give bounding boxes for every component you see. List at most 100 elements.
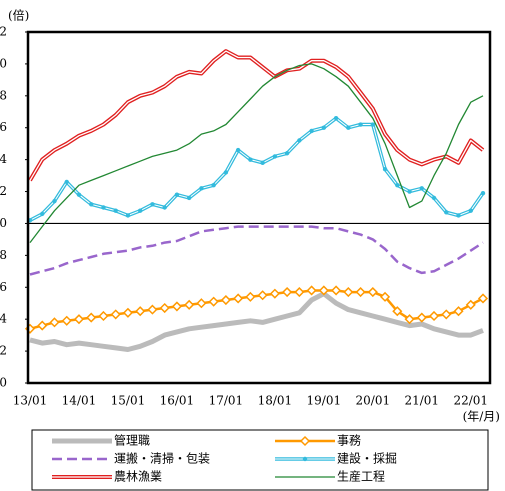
point xyxy=(318,285,329,296)
y-tick-label: 0.8 xyxy=(0,248,7,262)
point xyxy=(40,211,45,217)
point xyxy=(480,190,486,196)
x-tick-label: 22/01 xyxy=(453,394,488,408)
point xyxy=(367,286,378,298)
point xyxy=(272,154,278,159)
x-tick-label: 18/01 xyxy=(258,394,293,408)
point xyxy=(110,309,121,320)
point xyxy=(456,213,461,218)
y-tick-label: 1.0 xyxy=(0,216,7,230)
line-inner xyxy=(29,50,484,181)
x-tick-label: 17/01 xyxy=(209,394,244,408)
point xyxy=(444,210,449,215)
point xyxy=(135,306,146,317)
point xyxy=(331,285,342,296)
point xyxy=(186,195,192,201)
point xyxy=(395,182,400,188)
x-unit: (年/月) xyxy=(463,410,500,424)
point xyxy=(428,310,440,322)
point xyxy=(76,192,82,197)
point xyxy=(49,317,60,328)
point xyxy=(37,320,48,331)
point xyxy=(306,285,317,296)
point xyxy=(407,189,412,194)
legend-marker xyxy=(299,435,311,447)
y-tick-label: 0.4 xyxy=(0,312,7,326)
point xyxy=(245,291,256,302)
point xyxy=(382,167,388,172)
point xyxy=(392,306,403,317)
point xyxy=(159,302,170,314)
point xyxy=(358,122,363,127)
line xyxy=(29,291,484,352)
legend-label: 管理職 xyxy=(114,433,150,448)
x-tick-label: 16/01 xyxy=(160,394,195,408)
point xyxy=(431,195,437,201)
point xyxy=(184,299,195,310)
y-tick-label: 1.2 xyxy=(0,184,7,198)
point xyxy=(64,179,69,185)
point xyxy=(233,293,244,304)
legend-marker xyxy=(302,456,308,462)
y-unit: (倍) xyxy=(8,8,29,23)
point xyxy=(260,160,265,166)
x-tick-label: 19/01 xyxy=(307,394,342,408)
legend-label: 運搬・清掃・包装 xyxy=(114,451,210,466)
point xyxy=(441,309,452,320)
point xyxy=(269,288,280,299)
legend-label: 事務 xyxy=(337,434,361,448)
x-tick-label: 15/01 xyxy=(111,394,146,408)
point xyxy=(309,128,314,134)
point xyxy=(321,125,327,130)
point xyxy=(52,198,57,204)
point xyxy=(125,213,131,218)
point xyxy=(101,205,106,210)
point xyxy=(89,202,94,207)
x-tick-label: 13/01 xyxy=(13,394,48,408)
point xyxy=(477,293,489,304)
point xyxy=(147,304,158,315)
y-tick-label: 2.0 xyxy=(0,56,7,70)
legend-label: 生産工程 xyxy=(337,469,385,484)
point xyxy=(73,314,85,325)
point xyxy=(355,286,366,298)
point xyxy=(346,125,351,130)
point xyxy=(465,299,476,310)
point xyxy=(174,192,180,197)
line xyxy=(29,225,484,276)
point xyxy=(208,296,219,307)
point xyxy=(248,157,253,162)
x-tick-label: 14/01 xyxy=(62,394,97,408)
point xyxy=(220,294,231,306)
point xyxy=(196,298,207,309)
y-tick-label: 2.2 xyxy=(0,25,7,39)
x-tick-label: 20/01 xyxy=(356,394,391,408)
point xyxy=(343,286,354,298)
point xyxy=(453,306,464,317)
point xyxy=(171,301,182,312)
point xyxy=(294,286,305,298)
y-tick-label: 1.4 xyxy=(0,152,7,166)
point xyxy=(137,208,143,213)
y-tick-label: 0.0 xyxy=(0,376,7,390)
y-tick-label: 1.8 xyxy=(0,88,7,102)
line xyxy=(29,63,484,243)
point xyxy=(122,307,134,318)
y-tick-label: 0.6 xyxy=(0,280,7,294)
point xyxy=(282,286,293,298)
y-tick-label: 0.2 xyxy=(0,344,7,358)
y-tick-label: 1.6 xyxy=(0,120,7,134)
point xyxy=(284,151,290,156)
point xyxy=(404,314,415,325)
point xyxy=(162,205,167,210)
point xyxy=(257,290,268,301)
point xyxy=(150,202,155,207)
point xyxy=(223,170,229,175)
point xyxy=(61,315,72,326)
legend-label: 建設・採掘 xyxy=(337,451,397,466)
point xyxy=(211,182,216,188)
point xyxy=(370,122,376,127)
point xyxy=(199,186,204,191)
point xyxy=(98,310,109,322)
